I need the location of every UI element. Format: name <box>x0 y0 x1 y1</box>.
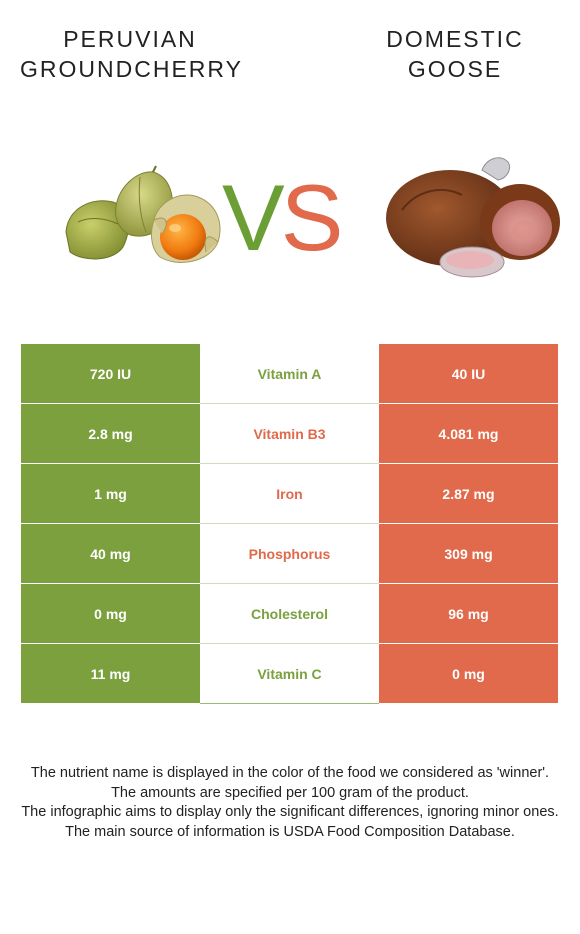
vs-v: V <box>222 165 285 270</box>
table-row: 11 mg Vitamin C 0 mg <box>21 643 558 704</box>
vs-s: S <box>280 165 344 270</box>
left-value: 40 mg <box>21 523 200 584</box>
right-value: 2.87 mg <box>379 463 558 524</box>
right-value: 4.081 mg <box>379 403 558 464</box>
left-value: 2.8 mg <box>21 403 200 464</box>
nutrient-name: Phosphorus <box>200 523 379 584</box>
right-value: 309 mg <box>379 523 558 584</box>
goose-image <box>386 157 560 278</box>
left-food-title: PERUVIAN GROUNDCHERRY <box>20 26 243 82</box>
table-row: 40 mg Phosphorus 309 mg <box>21 523 558 584</box>
right-value: 96 mg <box>379 583 558 644</box>
groundcherry-image <box>65 165 221 263</box>
left-value: 1 mg <box>21 463 200 524</box>
right-value: 0 mg <box>379 643 558 704</box>
left-value: 0 mg <box>21 583 200 644</box>
comparison-table: 720 IU Vitamin A 40 IU 2.8 mg Vitamin B3… <box>21 344 558 704</box>
footer-line: The nutrient name is displayed in the co… <box>30 765 550 781</box>
vs-label: VS <box>222 165 344 270</box>
footer-line: The infographic aims to display only the… <box>21 804 559 820</box>
nutrient-name: Vitamin A <box>200 344 379 404</box>
table-row: 720 IU Vitamin A 40 IU <box>21 344 558 404</box>
table-row: 1 mg Iron 2.87 mg <box>21 463 558 524</box>
left-value: 720 IU <box>21 344 200 404</box>
footer-line: The main source of information is USDA F… <box>65 823 515 840</box>
footer-notes: The nutrient name is displayed in the co… <box>20 764 560 842</box>
left-value: 11 mg <box>21 643 200 704</box>
table-row: 2.8 mg Vitamin B3 4.081 mg <box>21 403 558 464</box>
right-food-title: DOMESTIC GOOSE <box>386 26 524 82</box>
nutrient-name: Iron <box>200 463 379 524</box>
nutrient-name: Vitamin C <box>200 643 379 704</box>
table-row: 0 mg Cholesterol 96 mg <box>21 583 558 644</box>
nutrient-name: Vitamin B3 <box>200 403 379 464</box>
nutrient-name: Cholesterol <box>200 583 379 644</box>
footer-line: The amounts are specified per 100 gram o… <box>111 784 469 801</box>
right-value: 40 IU <box>379 344 558 404</box>
